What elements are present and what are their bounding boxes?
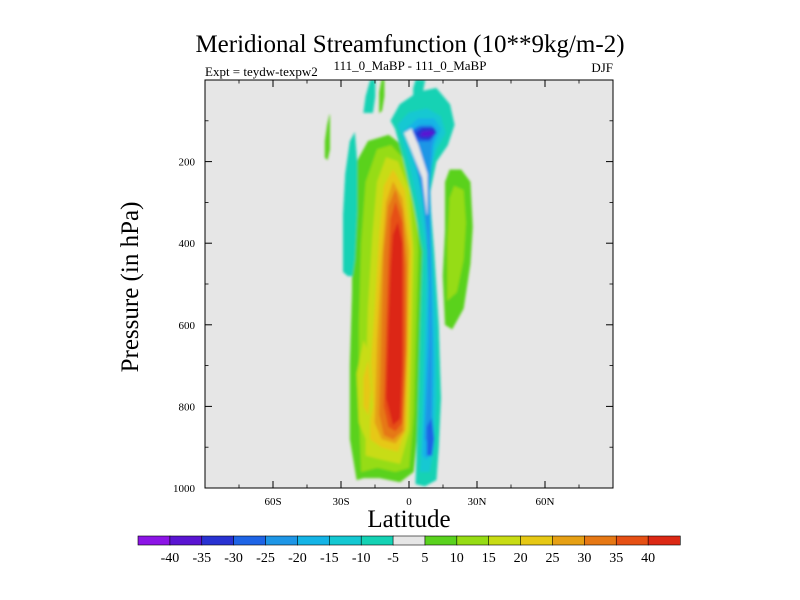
colorbar: -40 -35 -30 -25 -20 -15 -10 -5 5 10 15 20 25 30 35 40 bbox=[137, 535, 681, 566]
colorbar-swatch bbox=[647, 535, 681, 546]
y-tick-label: 400 bbox=[179, 238, 196, 250]
x-tick-label: 60S bbox=[264, 496, 281, 508]
colorbar-swatch bbox=[233, 535, 267, 546]
colorbar-label: -20 bbox=[288, 551, 307, 566]
colorbar-swatch bbox=[137, 535, 171, 546]
contour-region bbox=[363, 361, 371, 416]
chart-title: Meridional Streamfunction (10**9kg/m-2) bbox=[195, 31, 624, 58]
colorbar-swatch bbox=[328, 535, 362, 546]
colorbar-label: -30 bbox=[224, 551, 243, 566]
x-tick-label: 0 bbox=[406, 496, 412, 508]
colorbar-label: -10 bbox=[352, 551, 371, 566]
colorbar-label: 5 bbox=[421, 551, 428, 566]
subtitle-left: Expt = teydw-texpw2 bbox=[205, 64, 318, 79]
colorbar-label: 30 bbox=[577, 551, 591, 566]
x-tick-label: 60N bbox=[536, 496, 555, 508]
contour-region bbox=[404, 128, 428, 215]
colorbar-label: 25 bbox=[546, 551, 560, 566]
x-tick-label: 30N bbox=[468, 496, 487, 508]
colorbar-label: -15 bbox=[320, 551, 339, 566]
colorbar-swatch bbox=[615, 535, 649, 546]
contour-fills bbox=[324, 80, 473, 487]
contour-region bbox=[324, 114, 331, 161]
axis-ticks: 60S 30S 0 30N 60N 200 400 600 800 1000 bbox=[173, 80, 613, 508]
subtitle-right: DJF bbox=[591, 60, 613, 75]
contour-region bbox=[408, 124, 437, 444]
contour-region bbox=[426, 417, 435, 456]
colorbar-swatch bbox=[456, 535, 490, 546]
subtitle-center: 111_0_MaBP - 111_0_MaBP bbox=[334, 58, 487, 73]
colorbar-label: 15 bbox=[482, 551, 496, 566]
colorbar-label: 20 bbox=[514, 551, 528, 566]
colorbar-label: -40 bbox=[161, 551, 180, 566]
y-tick-label: 800 bbox=[179, 401, 196, 413]
y-tick-label: 600 bbox=[179, 320, 196, 332]
contour-region bbox=[447, 185, 467, 301]
colorbar-swatch bbox=[201, 535, 235, 546]
y-axis-label: Pressure (in hPa) bbox=[117, 202, 144, 373]
colorbar-swatch bbox=[584, 535, 617, 546]
colorbar-label: -5 bbox=[387, 551, 399, 566]
contour-region bbox=[413, 80, 426, 106]
contour-region bbox=[385, 221, 403, 426]
colorbar-label: 40 bbox=[641, 551, 655, 566]
y-tick-label: 200 bbox=[179, 157, 196, 169]
colorbar-swatch bbox=[169, 535, 203, 546]
colorbar-swatch bbox=[552, 535, 585, 546]
contour-region bbox=[342, 131, 358, 277]
colorbar-swatch bbox=[360, 535, 394, 546]
colorbar-label: -35 bbox=[192, 551, 211, 566]
contour-region bbox=[390, 87, 455, 487]
colorbar-swatch bbox=[392, 535, 426, 546]
colorbar-swatch bbox=[424, 535, 458, 546]
colorbar-swatch bbox=[265, 535, 299, 546]
colorbar-swatch bbox=[297, 535, 330, 546]
contour-region bbox=[419, 130, 435, 137]
contour-region bbox=[363, 80, 376, 113]
x-axis-label: Latitude bbox=[367, 506, 450, 533]
y-tick-label: 1000 bbox=[173, 483, 196, 495]
colorbar-swatch bbox=[520, 535, 554, 546]
x-tick-label: 30S bbox=[332, 496, 349, 508]
contour-region bbox=[379, 80, 385, 114]
colorbar-label: -25 bbox=[256, 551, 275, 566]
colorbar-swatch bbox=[488, 535, 522, 546]
colorbar-label: 10 bbox=[450, 551, 464, 566]
colorbar-label: 35 bbox=[609, 551, 623, 566]
